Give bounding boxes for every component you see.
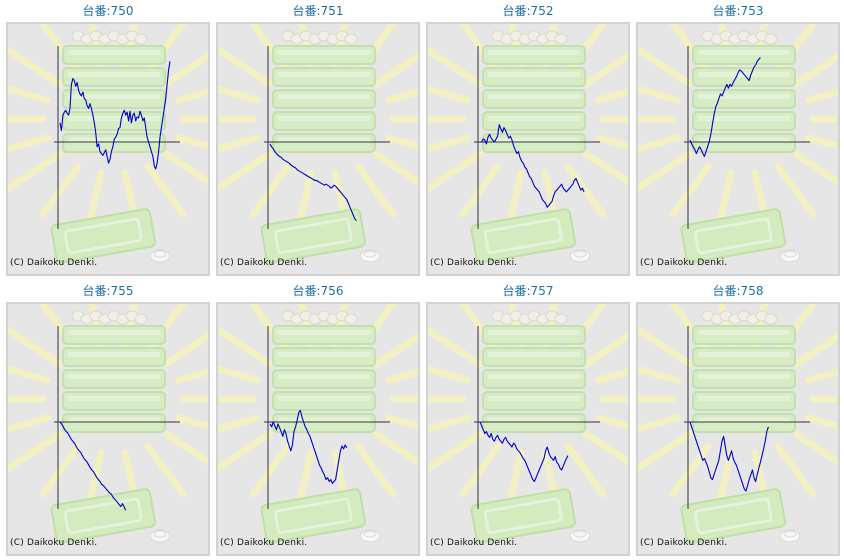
background-illustration <box>638 304 838 544</box>
background-illustration <box>428 304 628 544</box>
payout-line-series <box>480 124 585 208</box>
copyright-text: (C) Daikoku Denki. <box>430 538 518 548</box>
copyright-text: (C) Daikoku Denki. <box>220 258 308 268</box>
payout-line-series <box>269 143 357 222</box>
machine-number-title[interactable]: 台番:750 <box>82 4 134 18</box>
copyright-text: (C) Daikoku Denki. <box>430 258 518 268</box>
payout-graph-card: (C) Daikoku Denki. <box>216 302 420 556</box>
machine-panel[interactable]: 台番:755 (C) Daikoku Denki. <box>6 280 210 556</box>
payout-graph-card: (C) Daikoku Denki. <box>6 22 210 276</box>
copyright-text: (C) Daikoku Denki. <box>640 538 728 548</box>
machine-panel[interactable]: 台番:750 (C) Daikoku Denki. <box>6 0 210 276</box>
payout-graph <box>638 304 838 544</box>
payout-graph <box>218 24 418 264</box>
payout-graph <box>638 24 838 264</box>
machine-number-title[interactable]: 台番:753 <box>712 4 764 18</box>
payout-graph <box>218 304 418 544</box>
payout-graph <box>8 24 208 264</box>
payout-line-series <box>59 61 171 170</box>
payout-graph-card: (C) Daikoku Denki. <box>6 302 210 556</box>
payout-graph-card: (C) Daikoku Denki. <box>426 302 630 556</box>
machine-number-title[interactable]: 台番:757 <box>502 284 554 298</box>
machine-panel[interactable]: 台番:752 (C) Daikoku Denki. <box>426 0 630 276</box>
payout-line-series <box>689 421 769 492</box>
machine-number-title[interactable]: 台番:758 <box>712 284 764 298</box>
copyright-text: (C) Daikoku Denki. <box>220 538 308 548</box>
machine-panel[interactable]: 台番:758 (C) Daikoku Denki. <box>636 280 840 556</box>
payout-graph <box>8 304 208 544</box>
background-illustration <box>218 304 418 544</box>
payout-graph-card: (C) Daikoku Denki. <box>216 22 420 276</box>
payout-graph <box>428 24 628 264</box>
background-illustration <box>428 24 628 264</box>
background-illustration <box>638 24 838 264</box>
machine-panel[interactable]: 台番:757 (C) Daikoku Denki. <box>426 280 630 556</box>
payout-line-series <box>689 57 761 157</box>
payout-graph-card: (C) Daikoku Denki. <box>636 302 840 556</box>
background-illustration <box>218 24 418 264</box>
payout-line-series <box>269 409 348 484</box>
payout-graph <box>428 304 628 544</box>
copyright-text: (C) Daikoku Denki. <box>10 538 98 548</box>
background-illustration <box>8 24 208 264</box>
copyright-text: (C) Daikoku Denki. <box>640 258 728 268</box>
machine-number-title[interactable]: 台番:756 <box>292 284 344 298</box>
payout-line-series <box>479 421 569 483</box>
machine-panel[interactable]: 台番:753 (C) Daikoku Denki. <box>636 0 840 276</box>
machine-number-title[interactable]: 台番:755 <box>82 284 134 298</box>
machine-panel[interactable]: 台番:751 (C) Daikoku Denki. <box>216 0 420 276</box>
payout-graph-card: (C) Daikoku Denki. <box>636 22 840 276</box>
machine-panel[interactable]: 台番:756 (C) Daikoku Denki. <box>216 280 420 556</box>
copyright-text: (C) Daikoku Denki. <box>10 258 98 268</box>
payout-graph-card: (C) Daikoku Denki. <box>426 22 630 276</box>
background-illustration <box>8 304 208 544</box>
machine-number-title[interactable]: 台番:751 <box>292 4 344 18</box>
machine-number-title[interactable]: 台番:752 <box>502 4 554 18</box>
payout-line-series <box>59 421 127 511</box>
